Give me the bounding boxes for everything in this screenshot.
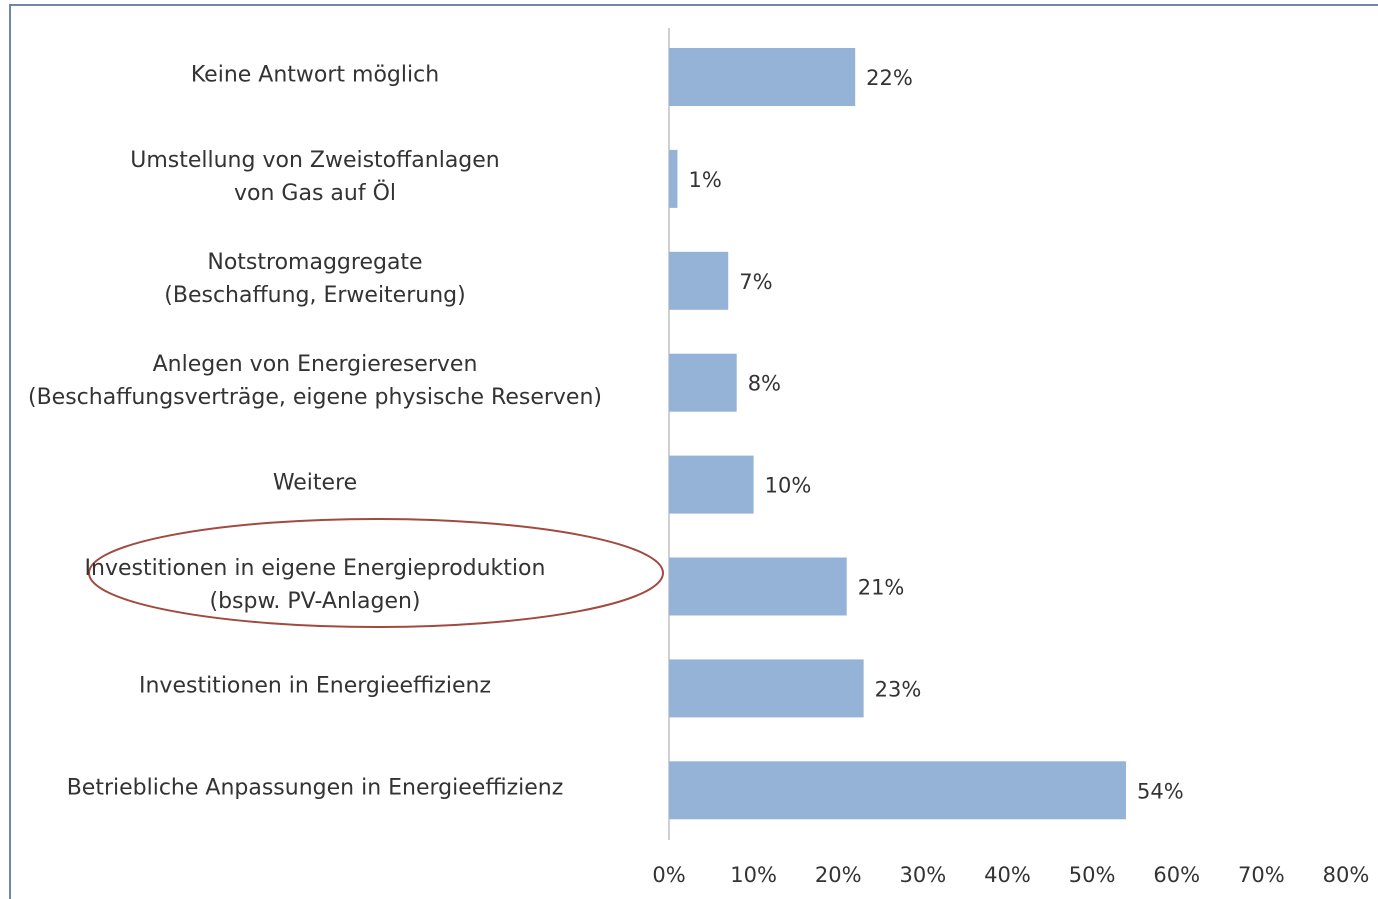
bar (669, 353, 737, 412)
bar (669, 149, 678, 208)
value-label: 1% (688, 168, 721, 192)
x-tick-label: 10% (730, 863, 777, 887)
value-label: 22% (866, 66, 913, 90)
bar (669, 761, 1126, 820)
category-label: Notstromaggregate (Beschaffung, Erweiter… (164, 249, 466, 308)
value-label: 54% (1137, 779, 1184, 803)
value-label: 7% (739, 270, 772, 294)
highlight-ellipse (88, 518, 664, 628)
value-label: 21% (858, 576, 905, 600)
x-tick-label: 50% (1069, 863, 1116, 887)
x-tick-label: 60% (1153, 863, 1200, 887)
category-label: Betriebliche Anpassungen in Energieeffiz… (66, 775, 564, 801)
x-tick-label: 70% (1238, 863, 1285, 887)
category-label: Anlegen von Energiereserven (Beschaffung… (27, 351, 602, 410)
x-tick-label: 80% (1323, 863, 1370, 887)
category-label: Investitionen in eigene Energieproduktio… (84, 555, 546, 614)
value-label: 8% (748, 372, 781, 396)
x-tick-label: 40% (984, 863, 1031, 887)
x-tick-label: 30% (900, 863, 947, 887)
frame (9, 4, 1378, 899)
bar (669, 557, 847, 616)
value-label: 10% (765, 474, 812, 498)
bar (669, 48, 856, 106)
category-label: Weitere (272, 470, 358, 496)
category-label: Keine Antwort möglich (190, 62, 440, 88)
category-label: Umstellung von Zweistoffanlagen von Gas … (130, 147, 500, 206)
value-label: 23% (875, 677, 922, 701)
x-tick-label: 20% (815, 863, 862, 887)
bar (669, 455, 754, 514)
bar (669, 251, 729, 310)
bar (669, 659, 864, 718)
category-label: Investitionen in Energieeffizienz (139, 673, 491, 699)
x-tick-label: 0% (652, 863, 685, 887)
